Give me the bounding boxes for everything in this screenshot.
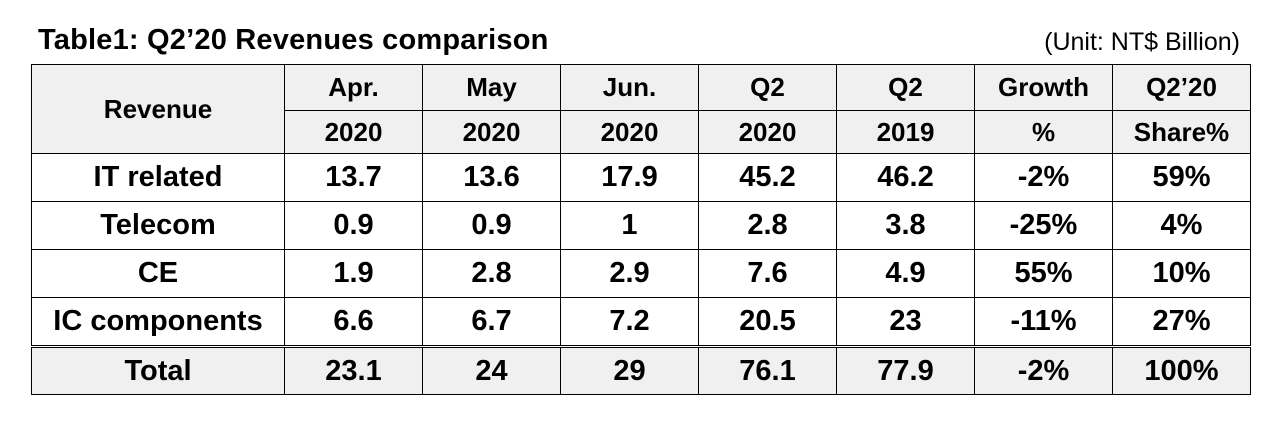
row-label: CE — [31, 249, 285, 298]
table-body: IT related 13.7 13.6 17.9 45.2 46.2 -2% … — [31, 153, 1251, 395]
header-share: Q2’20 — [1112, 64, 1251, 111]
total-growth: -2% — [974, 345, 1113, 395]
cell-q2-2019: 3.8 — [836, 201, 975, 250]
total-jun: 29 — [560, 345, 699, 395]
cell-jun: 7.2 — [560, 297, 699, 347]
header-apr-year: 2020 — [284, 110, 423, 154]
row-label: Telecom — [31, 201, 285, 250]
table-row: CE 1.9 2.8 2.9 7.6 4.9 55% 10% — [31, 249, 1251, 298]
header-q2-2019-year: 2019 — [836, 110, 975, 154]
cell-may: 0.9 — [422, 201, 561, 250]
header-may-year: 2020 — [422, 110, 561, 154]
cell-growth: -25% — [974, 201, 1113, 250]
cell-may: 13.6 — [422, 153, 561, 202]
header-apr: Apr. — [284, 64, 423, 111]
total-row: Total 23.1 24 29 76.1 77.9 -2% 100% — [31, 345, 1251, 395]
cell-share: 4% — [1112, 201, 1251, 250]
cell-q2-2019: 23 — [836, 297, 975, 347]
cell-share: 59% — [1112, 153, 1251, 202]
table-title: Table1: Q2’20 Revenues comparison — [38, 24, 549, 56]
row-label: IC components — [31, 297, 285, 347]
header-may: May — [422, 64, 561, 111]
total-label: Total — [31, 345, 285, 395]
table-row: IT related 13.7 13.6 17.9 45.2 46.2 -2% … — [31, 153, 1251, 202]
cell-apr: 13.7 — [284, 153, 423, 202]
total-q2-2019: 77.9 — [836, 345, 975, 395]
cell-share: 27% — [1112, 297, 1251, 347]
header-growth: Growth — [974, 64, 1113, 111]
cell-q2-2019: 46.2 — [836, 153, 975, 202]
cell-apr: 6.6 — [284, 297, 423, 347]
cell-jun: 17.9 — [560, 153, 699, 202]
header-row-1: Revenue Apr. May Jun. Q2 Q2 Growth Q2’20 — [31, 64, 1251, 154]
table-row: IC components 6.6 6.7 7.2 20.5 23 -11% 2… — [31, 297, 1251, 347]
cell-jun: 2.9 — [560, 249, 699, 298]
header-row-2: 2020 2020 2020 2020 2019 % Share% — [32, 110, 1251, 154]
row-label: IT related — [31, 153, 285, 202]
unit-note: (Unit: NT$ Billion) — [1044, 28, 1240, 56]
total-apr: 23.1 — [284, 345, 423, 395]
cell-growth: -11% — [974, 297, 1113, 347]
total-q2-2020: 76.1 — [698, 345, 837, 395]
cell-q2-2020: 7.6 — [698, 249, 837, 298]
header-jun-year: 2020 — [560, 110, 699, 154]
revenue-table: Revenue Apr. May Jun. Q2 Q2 Growth Q2’20… — [31, 64, 1251, 395]
header-jun: Jun. — [560, 64, 699, 111]
cell-apr: 1.9 — [284, 249, 423, 298]
header-q2-2019: Q2 — [836, 64, 975, 111]
cell-share: 10% — [1112, 249, 1251, 298]
cell-q2-2019: 4.9 — [836, 249, 975, 298]
header-share-unit: Share% — [1112, 110, 1251, 154]
total-share: 100% — [1112, 345, 1251, 395]
header-growth-unit: % — [974, 110, 1113, 154]
header-revenue: Revenue — [31, 64, 285, 154]
cell-growth: -2% — [974, 153, 1113, 202]
cell-jun: 1 — [560, 201, 699, 250]
cell-growth: 55% — [974, 249, 1113, 298]
cell-q2-2020: 20.5 — [698, 297, 837, 347]
table-header: Revenue Apr. May Jun. Q2 Q2 Growth Q2’20… — [31, 64, 1251, 154]
cell-q2-2020: 45.2 — [698, 153, 837, 202]
cell-q2-2020: 2.8 — [698, 201, 837, 250]
header-q2-2020-year: 2020 — [698, 110, 837, 154]
header-q2-2020: Q2 — [698, 64, 837, 111]
table-row: Telecom 0.9 0.9 1 2.8 3.8 -25% 4% — [31, 201, 1251, 250]
cell-apr: 0.9 — [284, 201, 423, 250]
cell-may: 2.8 — [422, 249, 561, 298]
total-may: 24 — [422, 345, 561, 395]
cell-may: 6.7 — [422, 297, 561, 347]
